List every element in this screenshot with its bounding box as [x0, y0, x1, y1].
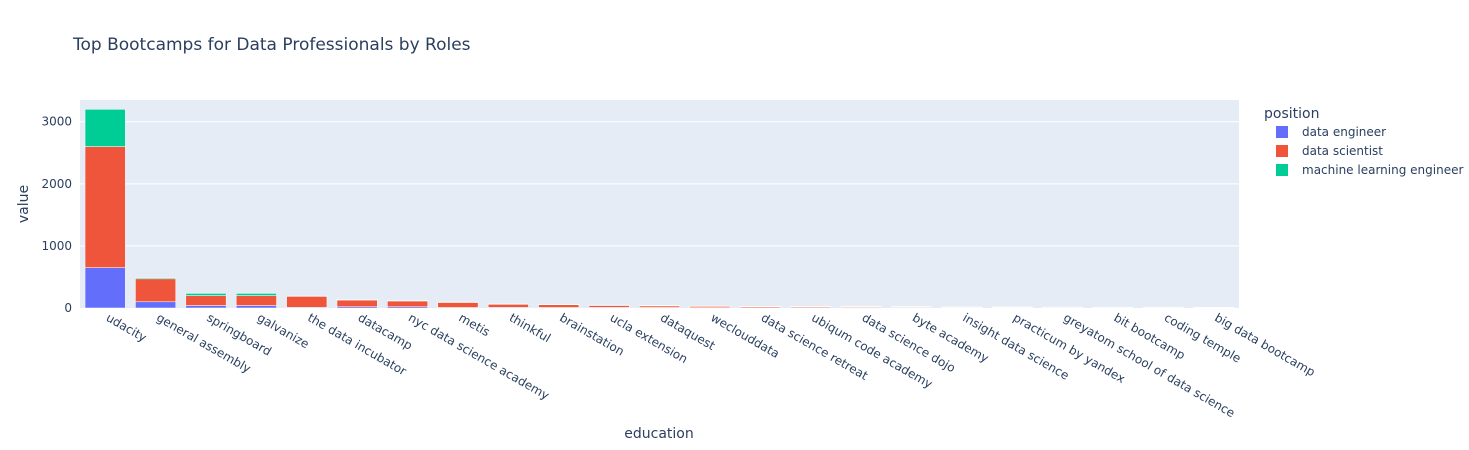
bar-segment: [286, 295, 328, 297]
x-tick-label: thinkful: [507, 310, 553, 345]
y-tick-label: 2000: [41, 177, 72, 191]
bar-segment: [1042, 306, 1084, 308]
bar-segment: [235, 295, 277, 306]
bar-segment: [1143, 306, 1184, 308]
legend-item-label: data scientist: [1302, 144, 1383, 158]
bar-segment: [437, 301, 479, 308]
bar-segment: [941, 306, 983, 308]
bar-segment: [185, 293, 227, 296]
bar-segment: [739, 306, 781, 308]
bar-segment: [286, 295, 328, 308]
bar-segment: [538, 304, 580, 306]
y-axis-title: value: [16, 185, 32, 223]
bar-segment: [437, 301, 479, 303]
bar-segment: [840, 306, 882, 308]
x-tick-label: udacity: [104, 310, 149, 344]
legend-item-label: machine learning engineer: [1302, 163, 1463, 177]
chart-title: Top Bootcamps for Data Professionals by …: [72, 35, 471, 55]
y-tick-label: 0: [64, 301, 72, 315]
bar-segment: [991, 306, 1033, 308]
x-axis: udacity general assemblyspringboardgalvan…: [104, 310, 1318, 420]
y-axis: 0 1000 2000 3000: [41, 115, 72, 315]
y-tick-label: 1000: [41, 239, 72, 253]
x-tick-label: general assembly: [154, 310, 253, 375]
bar-segment: [689, 305, 731, 307]
legend-title: position: [1264, 106, 1319, 122]
bar-segment: [1092, 306, 1134, 308]
grid-lines: [80, 121, 1239, 247]
bar-segment: [639, 305, 680, 307]
bar-segment: [336, 299, 378, 301]
bar-segment: [185, 295, 227, 306]
plot-background: [80, 100, 1239, 308]
bar-segment: [487, 303, 529, 305]
bar-segment: [235, 305, 277, 309]
bar-segment: [135, 277, 176, 280]
bar-segment: [790, 306, 832, 308]
y-tick-label: 3000: [41, 115, 72, 129]
bar-segment: [84, 146, 126, 268]
bar-segment: [387, 300, 428, 302]
bar-segment: [588, 304, 630, 306]
bar-segment: [84, 267, 126, 309]
bar-segment: [135, 278, 176, 303]
bar-segment: [84, 109, 126, 147]
bar-segment: [135, 301, 176, 309]
x-axis-title: education: [624, 426, 693, 442]
bars: [84, 109, 1235, 309]
legend-swatch: [1276, 164, 1288, 176]
bar-segment: [336, 299, 378, 308]
legend-swatch: [1276, 126, 1288, 138]
bar-segment: [235, 293, 277, 296]
legend-swatch: [1276, 145, 1288, 157]
x-tick-label: metis: [456, 310, 492, 339]
bar-segment: [185, 305, 227, 309]
bar-segment: [387, 300, 428, 308]
legend: position data engineer data scientist mach…: [1264, 106, 1463, 177]
bar-segment: [1193, 307, 1235, 309]
bar-segment: [891, 306, 932, 308]
legend-item-label: data engineer: [1302, 125, 1386, 139]
